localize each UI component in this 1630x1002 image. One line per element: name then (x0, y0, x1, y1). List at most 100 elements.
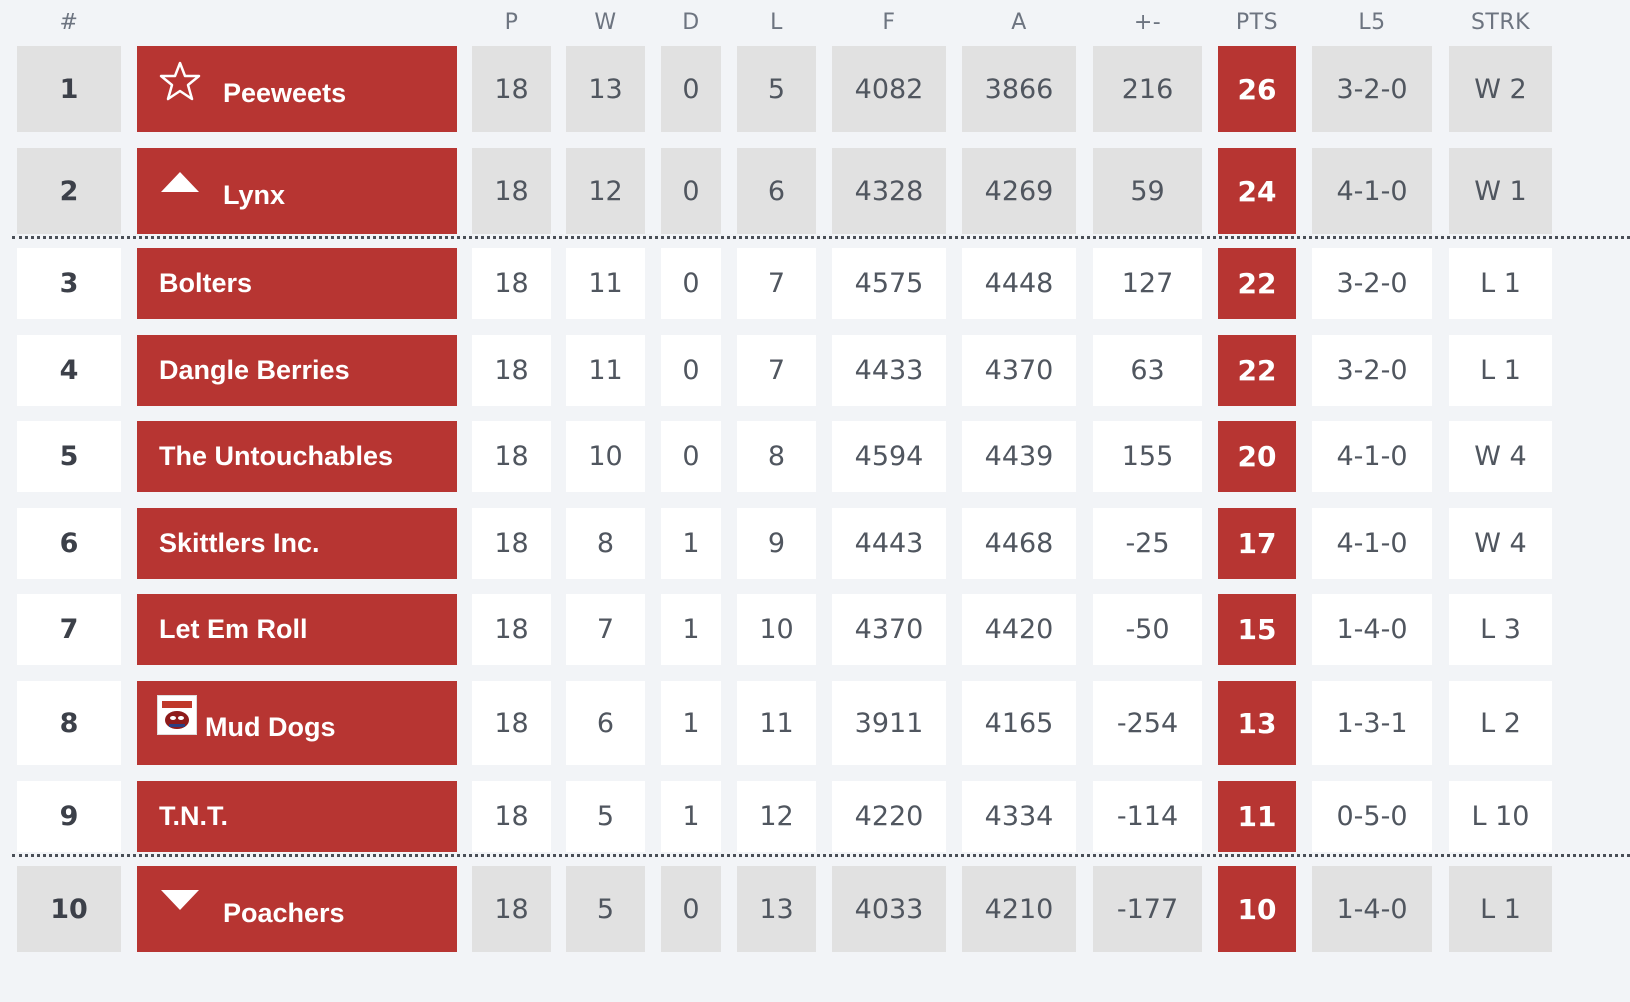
played-cell: 18 (472, 508, 551, 579)
team-cell[interactable]: Let Em Roll (137, 594, 457, 665)
rank-cell: 6 (17, 508, 121, 579)
difference-cell: 216 (1093, 46, 1202, 132)
pts-cell: 24 (1218, 148, 1296, 234)
team-name[interactable]: Lynx (223, 180, 285, 211)
header-points-against[interactable]: A (962, 8, 1076, 38)
team-cell[interactable]: Dangle Berries (137, 335, 457, 406)
header-losses[interactable]: L (737, 8, 816, 38)
last-five-cell: 3-2-0 (1312, 46, 1432, 132)
header-rank[interactable]: # (17, 8, 121, 38)
played-cell: 18 (472, 335, 551, 406)
points-for-cell: 4370 (832, 594, 946, 665)
team-name[interactable]: Poachers (223, 898, 345, 929)
points-against-cell: 4370 (962, 335, 1076, 406)
streak-cell: L 1 (1449, 866, 1552, 952)
difference-cell: -114 (1093, 781, 1202, 852)
draws-cell: 1 (661, 781, 721, 852)
points-for-cell: 4328 (832, 148, 946, 234)
streak-cell: W 1 (1449, 148, 1552, 234)
losses-cell: 8 (737, 421, 816, 492)
points-against-cell: 4439 (962, 421, 1076, 492)
team-cell[interactable]: Lynx (137, 148, 457, 234)
team-name[interactable]: Let Em Roll (159, 614, 308, 645)
header-draws[interactable]: D (661, 8, 721, 38)
team-cell[interactable]: T.N.T. (137, 781, 457, 852)
table-row[interactable]: 10 Poachers 18 5 0 13 4033 4210 -177 10 … (0, 866, 1630, 952)
header-wins[interactable]: W (566, 8, 645, 38)
team-name[interactable]: Bolters (159, 268, 252, 299)
played-cell: 18 (472, 46, 551, 132)
rank-cell: 2 (17, 148, 121, 234)
points-against-cell: 4269 (962, 148, 1076, 234)
draws-cell: 1 (661, 508, 721, 579)
pts-cell: 26 (1218, 46, 1296, 132)
difference-cell: 59 (1093, 148, 1202, 234)
losses-cell: 6 (737, 148, 816, 234)
header-streak[interactable]: STRK (1449, 8, 1552, 38)
team-cell[interactable]: Peeweets (137, 46, 457, 132)
header-points-for[interactable]: F (832, 8, 946, 38)
points-against-cell: 4210 (962, 866, 1076, 952)
draws-cell: 1 (661, 681, 721, 765)
difference-cell: -177 (1093, 866, 1202, 952)
draws-cell: 0 (661, 335, 721, 406)
table-row[interactable]: 1 Peeweets 18 13 0 5 4082 3866 216 26 3-… (0, 46, 1630, 132)
wins-cell: 5 (566, 866, 645, 952)
difference-cell: 127 (1093, 248, 1202, 319)
played-cell: 18 (472, 781, 551, 852)
team-name[interactable]: Peeweets (223, 78, 346, 109)
last-five-cell: 4-1-0 (1312, 421, 1432, 492)
team-name[interactable]: T.N.T. (159, 801, 228, 832)
header-team[interactable] (137, 8, 457, 38)
losses-cell: 5 (737, 46, 816, 132)
draws-cell: 0 (661, 248, 721, 319)
draws-cell: 0 (661, 421, 721, 492)
wins-cell: 7 (566, 594, 645, 665)
wins-cell: 13 (566, 46, 645, 132)
last-five-cell: 1-3-1 (1312, 681, 1432, 765)
table-row[interactable]: 3 Bolters 18 11 0 7 4575 4448 127 22 3-2… (0, 248, 1630, 319)
wins-cell: 12 (566, 148, 645, 234)
losses-cell: 13 (737, 866, 816, 952)
streak-cell: L 1 (1449, 248, 1552, 319)
pts-cell: 22 (1218, 248, 1296, 319)
points-for-cell: 3911 (832, 681, 946, 765)
team-cell[interactable]: Mud Dogs (137, 681, 457, 765)
last-five-cell: 3-2-0 (1312, 248, 1432, 319)
table-row[interactable]: 8 Mud Dogs 18 6 1 11 3911 4165 -254 13 1… (0, 681, 1630, 765)
points-for-cell: 4082 (832, 46, 946, 132)
streak-cell: L 2 (1449, 681, 1552, 765)
pts-cell: 13 (1218, 681, 1296, 765)
team-name[interactable]: The Untouchables (159, 441, 393, 472)
table-row[interactable]: 6 Skittlers Inc. 18 8 1 9 4443 4468 -25 … (0, 508, 1630, 579)
team-name[interactable]: Dangle Berries (159, 355, 350, 386)
rank-cell: 1 (17, 46, 121, 132)
team-name[interactable]: Skittlers Inc. (159, 528, 320, 559)
team-name[interactable]: Mud Dogs (205, 712, 335, 743)
points-against-cell: 4420 (962, 594, 1076, 665)
draws-cell: 0 (661, 46, 721, 132)
table-row[interactable]: 4 Dangle Berries 18 11 0 7 4433 4370 63 … (0, 335, 1630, 406)
team-cell[interactable]: Poachers (137, 866, 457, 952)
rank-cell: 4 (17, 335, 121, 406)
team-cell[interactable]: The Untouchables (137, 421, 457, 492)
table-row[interactable]: 5 The Untouchables 18 10 0 8 4594 4439 1… (0, 421, 1630, 492)
header-played[interactable]: P (472, 8, 551, 38)
table-row[interactable]: 9 T.N.T. 18 5 1 12 4220 4334 -114 11 0-5… (0, 781, 1630, 852)
table-row[interactable]: 2 Lynx 18 12 0 6 4328 4269 59 24 4-1-0 W… (0, 148, 1630, 234)
table-row[interactable]: 7 Let Em Roll 18 7 1 10 4370 4420 -50 15… (0, 594, 1630, 665)
points-for-cell: 4443 (832, 508, 946, 579)
star-outline-icon (159, 60, 201, 102)
points-against-cell: 4334 (962, 781, 1076, 852)
team-cell[interactable]: Bolters (137, 248, 457, 319)
header-pts[interactable]: PTS (1218, 8, 1296, 38)
header-difference[interactable]: +- (1093, 8, 1202, 38)
points-for-cell: 4033 (832, 866, 946, 952)
mud-dogs-logo-icon (157, 695, 197, 735)
header-last-five[interactable]: L5 (1312, 8, 1432, 38)
losses-cell: 10 (737, 594, 816, 665)
table-header: # P W D L F A +- PTS L5 STRK (0, 0, 1630, 46)
losses-cell: 7 (737, 335, 816, 406)
team-cell[interactable]: Skittlers Inc. (137, 508, 457, 579)
